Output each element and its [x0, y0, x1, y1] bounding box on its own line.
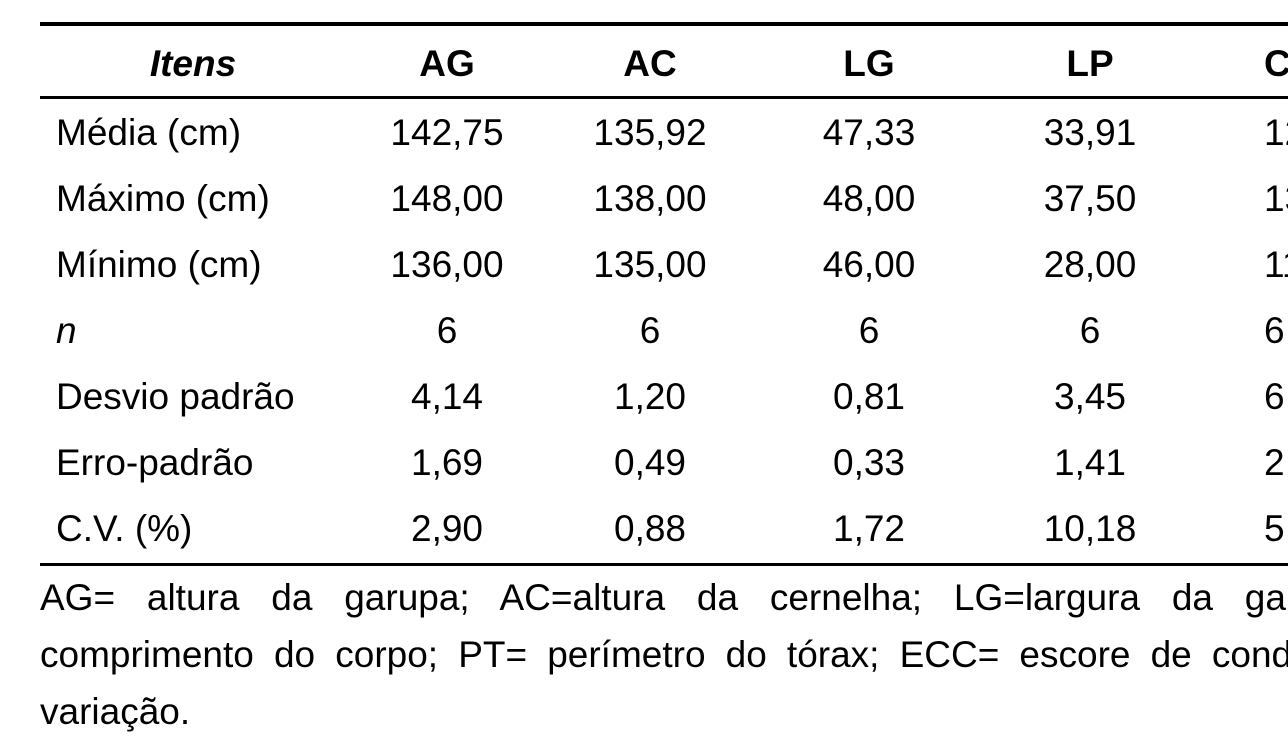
- top-rule: [40, 22, 1288, 26]
- column-header: AC: [623, 43, 677, 84]
- table-cell: 132: [1264, 178, 1288, 219]
- table-cell: 37,50: [1043, 178, 1137, 219]
- column-header: Itens: [149, 43, 237, 84]
- row-label: n: [56, 310, 77, 351]
- table-cell: 1,20: [613, 376, 687, 417]
- table-cell: 6: [639, 310, 661, 351]
- table-cell: 0,88: [613, 508, 687, 549]
- row-label: Mínimo (cm): [56, 244, 262, 285]
- table-cell: 47,33: [822, 112, 916, 153]
- row-label: Desvio padrão: [56, 376, 295, 417]
- table-cell: 138,00: [593, 178, 707, 219]
- column-header: LP: [1066, 43, 1114, 84]
- table-cell: 6: [1264, 310, 1285, 351]
- table-cell: 6,: [1264, 376, 1288, 417]
- row-label: C.V. (%): [56, 508, 193, 549]
- table-cell: 135,00: [593, 244, 707, 285]
- header-rule: [40, 96, 1288, 99]
- caption-line: variação.: [40, 691, 191, 732]
- table-cell: 46,00: [822, 244, 916, 285]
- table-cell: 6: [436, 310, 458, 351]
- table-cell: 28,00: [1043, 244, 1137, 285]
- table-cell: 2,90: [410, 508, 484, 549]
- table-cell: 5,: [1264, 508, 1288, 549]
- column-header: AG: [419, 43, 475, 84]
- row-label: Média (cm): [56, 112, 242, 153]
- caption-line: comprimento do corpo; PT= perímetro do t…: [40, 634, 1288, 675]
- table-cell: 6: [1079, 310, 1101, 351]
- table-cell: 0,49: [613, 442, 687, 483]
- table-cell: 3,45: [1053, 376, 1127, 417]
- row-label: Erro-padrão: [56, 442, 254, 483]
- table-cell: 4,14: [410, 376, 484, 417]
- table-cell: 33,91: [1043, 112, 1137, 153]
- bottom-rule: [40, 563, 1288, 566]
- table-cell: 148,00: [390, 178, 504, 219]
- table-cell: 136,00: [390, 244, 504, 285]
- table-cell: 122: [1264, 112, 1288, 153]
- row-label: Máximo (cm): [56, 178, 270, 219]
- table-cell: 0,33: [832, 442, 906, 483]
- table-cell: 2,: [1264, 442, 1288, 483]
- table-cell: 1,72: [832, 508, 906, 549]
- table-cell: 6: [858, 310, 880, 351]
- table-cell: 1,69: [410, 442, 484, 483]
- table-cell: 142,75: [390, 112, 504, 153]
- table-cell: 111: [1264, 244, 1288, 285]
- caption-line: AG= altura da garupa; AC=altura da cerne…: [40, 577, 1288, 618]
- table-cell: 135,92: [593, 112, 707, 153]
- table-cell: 0,81: [832, 376, 906, 417]
- column-header: LG: [843, 43, 895, 84]
- column-header: C: [1264, 43, 1288, 84]
- table-cell: 1,41: [1053, 442, 1127, 483]
- table-cell: 48,00: [822, 178, 916, 219]
- table-cell: 10,18: [1043, 508, 1137, 549]
